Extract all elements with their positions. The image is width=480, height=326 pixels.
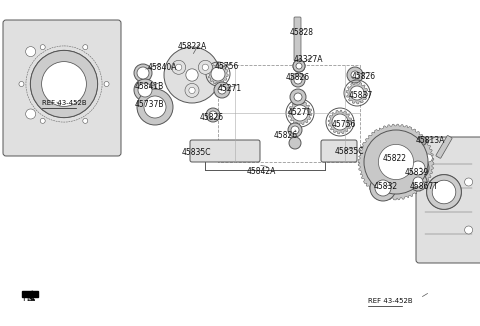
Text: 45842A: 45842A [247,167,276,176]
Circle shape [291,126,299,134]
Text: 45841B: 45841B [135,82,164,91]
Circle shape [370,175,396,201]
Text: 45840A: 45840A [148,63,178,72]
Text: 45826: 45826 [286,73,310,82]
Circle shape [189,87,195,94]
Circle shape [347,67,363,83]
Circle shape [465,178,473,186]
Polygon shape [208,64,228,84]
Text: 45822A: 45822A [178,42,207,51]
Circle shape [296,63,302,69]
Text: 45826: 45826 [200,113,224,122]
Text: 45271: 45271 [218,84,242,93]
Text: 45737B: 45737B [135,100,165,109]
Circle shape [198,60,212,74]
Circle shape [413,177,423,187]
Text: FR: FR [22,294,33,303]
Text: 45837: 45837 [349,91,373,100]
Polygon shape [288,101,312,125]
Circle shape [427,175,461,209]
FancyBboxPatch shape [436,136,452,158]
Circle shape [138,83,152,97]
Circle shape [30,51,97,118]
Circle shape [42,62,86,106]
FancyBboxPatch shape [416,137,480,263]
Circle shape [293,60,305,72]
Circle shape [40,118,45,123]
Circle shape [30,51,97,118]
Circle shape [364,130,428,194]
Circle shape [202,64,208,70]
Circle shape [214,82,230,98]
Text: 45839: 45839 [405,168,429,177]
Circle shape [427,175,461,209]
Circle shape [351,71,359,79]
FancyBboxPatch shape [294,17,301,61]
Circle shape [407,157,429,179]
Circle shape [289,137,301,149]
Circle shape [206,108,220,122]
Circle shape [418,137,427,145]
Text: 45826: 45826 [274,131,298,140]
Circle shape [211,67,225,81]
Circle shape [218,86,226,94]
Circle shape [40,45,45,50]
Circle shape [209,111,217,119]
Text: 45867T: 45867T [410,182,439,191]
Polygon shape [140,92,170,122]
Circle shape [144,96,166,118]
Circle shape [134,79,156,101]
Circle shape [409,173,427,191]
Circle shape [375,180,391,196]
Circle shape [294,76,302,84]
Circle shape [185,83,199,97]
Circle shape [137,89,173,125]
Circle shape [176,64,182,70]
Text: 45756: 45756 [215,62,240,71]
Text: 45813A: 45813A [416,136,445,145]
Circle shape [83,45,88,50]
Circle shape [137,67,149,79]
FancyBboxPatch shape [3,20,121,156]
Circle shape [465,226,473,234]
FancyBboxPatch shape [321,140,357,162]
Text: 45828: 45828 [290,28,314,37]
Circle shape [424,154,432,162]
Polygon shape [22,291,38,297]
Circle shape [350,86,364,100]
Polygon shape [328,110,352,134]
Text: 45756: 45756 [332,120,356,129]
Text: 45822: 45822 [383,154,407,163]
Circle shape [432,180,456,204]
Circle shape [25,109,36,119]
Text: 45271: 45271 [288,108,312,117]
Circle shape [291,73,305,87]
Polygon shape [346,82,368,104]
Text: 45835C: 45835C [335,147,364,156]
Circle shape [293,60,305,72]
Circle shape [25,47,36,57]
Circle shape [83,118,88,123]
Polygon shape [358,124,434,200]
Circle shape [134,64,152,82]
Text: 45835C: 45835C [182,148,212,157]
Text: 45832: 45832 [374,182,398,191]
Circle shape [164,47,220,103]
Circle shape [290,89,306,105]
Circle shape [411,161,425,175]
Circle shape [104,82,109,86]
Circle shape [378,144,414,180]
Text: REF 43-452B: REF 43-452B [368,298,413,304]
Text: 45826: 45826 [352,72,376,81]
Circle shape [172,60,186,74]
Circle shape [332,114,348,130]
Text: REF 43-452B: REF 43-452B [42,100,86,106]
Circle shape [19,82,24,86]
Circle shape [186,69,198,81]
Text: 43327A: 43327A [294,55,324,64]
Circle shape [294,93,302,101]
FancyBboxPatch shape [190,140,260,162]
Circle shape [292,105,308,121]
Circle shape [288,123,302,137]
